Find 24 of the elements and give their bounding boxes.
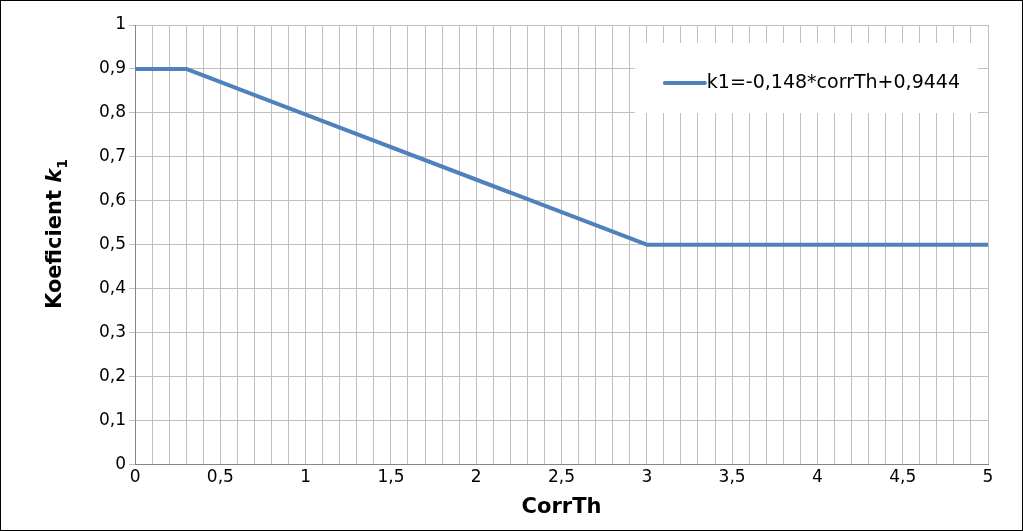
x-axis-title: CorrTh	[521, 493, 602, 518]
x-tick-label: 5	[982, 466, 994, 487]
y-tick-label: 0,5	[98, 233, 127, 254]
y-tick-label: 0,2	[98, 364, 127, 385]
x-tick-label: 4,5	[889, 466, 917, 487]
x-tick-label: 3	[641, 466, 653, 487]
y-tick-label: 0,9	[98, 57, 127, 78]
y-tick-label: 0	[115, 452, 127, 473]
x-tick-label: 0,5	[206, 466, 234, 487]
y-tick-label: 0,1	[98, 408, 127, 429]
y-tick-label: 0,4	[98, 277, 127, 298]
x-tick-label: 3,5	[718, 466, 746, 487]
y-tick-label: 0,6	[98, 189, 127, 210]
y-tick-label: 0,3	[98, 321, 127, 341]
y-tick-label: 0,7	[98, 145, 127, 166]
x-tick-label: 1	[300, 466, 312, 487]
x-tick-label: 4	[811, 466, 823, 487]
x-tick-label: 2,5	[547, 466, 576, 487]
y-tick-label: 1	[115, 13, 127, 34]
x-tick-label: 2	[470, 466, 482, 487]
y-tick-label: 0,8	[98, 101, 127, 122]
x-tick-label: 1,5	[377, 466, 405, 487]
x-tick-label: 0	[129, 466, 141, 487]
legend-label: k1=-0,148*corrTh+0,9444	[706, 69, 960, 92]
